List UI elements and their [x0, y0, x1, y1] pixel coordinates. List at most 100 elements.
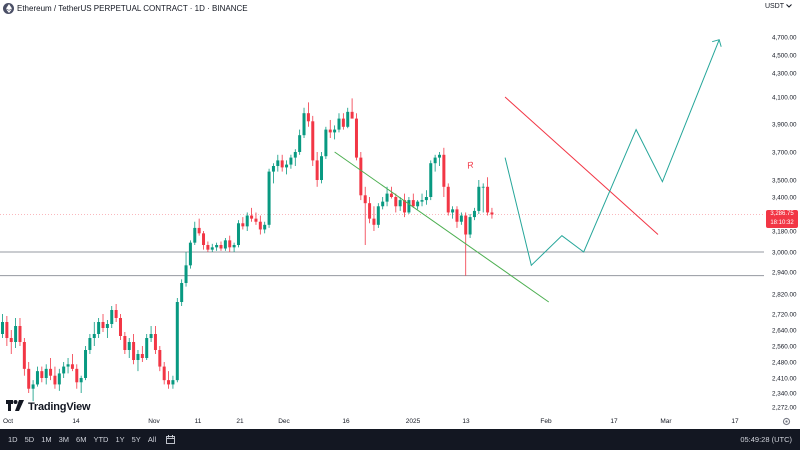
candle-body [403, 200, 407, 213]
resistance-label: R [466, 159, 475, 170]
timeframe-1y-button[interactable]: 1Y [115, 435, 125, 444]
price-tick-label: 4,100.00 [772, 95, 797, 102]
timeframe-ytd-button[interactable]: YTD [93, 435, 109, 444]
candle-body [167, 380, 171, 385]
candle-body [136, 354, 140, 360]
symbol-title[interactable]: Ethereum / TetherUS PERPETUAL CONTRACT ·… [17, 3, 248, 13]
candle-body [328, 129, 332, 133]
timeframe-3m-button[interactable]: 3M [58, 435, 70, 444]
candle-body [153, 334, 157, 350]
candle-body [145, 338, 149, 358]
candle-body [44, 368, 48, 378]
price-tick-label: 3,500.00 [772, 178, 797, 185]
candle-body [40, 371, 44, 378]
candle-body [206, 245, 210, 250]
time-tick-label: 17 [610, 418, 618, 425]
candle-body [97, 322, 101, 334]
candle-body [31, 384, 35, 389]
candle-body [105, 324, 109, 328]
timeframe-all-button[interactable]: All [147, 435, 157, 444]
candle-body [271, 166, 275, 172]
candle-body [320, 156, 324, 180]
candle-body [27, 368, 31, 389]
time-tick-label: 14 [72, 418, 80, 425]
candle-body [302, 113, 306, 136]
currency-selector[interactable]: USDT [765, 3, 792, 10]
candle-body [267, 171, 271, 225]
price-tick-label: 3,180.00 [772, 229, 797, 236]
candle-body [175, 302, 179, 381]
candle-body [92, 334, 96, 338]
timeframe-6m-button[interactable]: 6M [76, 435, 87, 444]
price-tick-label: 2,480.00 [772, 360, 797, 367]
candle-body [66, 364, 70, 367]
timeframe-5y-button[interactable]: 5Y [131, 435, 141, 444]
ethereum-icon [3, 2, 14, 14]
timeframe-1d-button[interactable]: 1D [8, 435, 18, 444]
candle-body [236, 223, 240, 245]
candle-body [394, 197, 398, 207]
candle-body [337, 118, 341, 130]
calendar-icon[interactable] [166, 435, 176, 444]
candle-countdown: 18:10:32 [770, 219, 794, 226]
trend-drawings: R [334, 39, 722, 303]
candle-body [407, 200, 411, 213]
candle-body [215, 245, 219, 248]
candle-body [298, 135, 302, 152]
price-tick-label: 4,700.00 [772, 35, 797, 42]
candle-body [123, 336, 127, 350]
candle-body [75, 368, 79, 383]
candle-body [389, 193, 393, 197]
time-tick-label: Feb [540, 418, 552, 425]
candle-body [158, 350, 162, 367]
timeframe-1m-button[interactable]: 1M [41, 435, 52, 444]
candle-body [350, 111, 354, 119]
candle-body [363, 195, 367, 204]
candle-body [188, 242, 192, 266]
support-trendline [334, 151, 550, 303]
candle-body [14, 326, 18, 342]
candle-body [197, 227, 201, 234]
candle-body [219, 245, 223, 249]
price-tick-label: 3,900.00 [772, 122, 797, 129]
candle-body [149, 334, 153, 338]
candle-body [424, 197, 428, 201]
candle-body [481, 186, 485, 188]
candle-body [446, 186, 450, 213]
candle-body [232, 245, 236, 248]
utc-clock[interactable]: 05:49:28 (UTC) [740, 435, 792, 444]
tradingview-logo[interactable]: TradingView [6, 398, 91, 416]
time-tick-label: 13 [462, 418, 470, 425]
candle-body [140, 354, 144, 358]
candle-body [250, 215, 254, 219]
time-tick-label: 2025 [406, 418, 421, 425]
timeframe-5d-button[interactable]: 5D [24, 435, 35, 444]
candle-body [333, 129, 337, 133]
tradingview-logo-text: TradingView [28, 401, 91, 413]
candlestick-series [1, 98, 494, 402]
candle-body [88, 338, 92, 350]
tradingview-logo-icon [6, 398, 24, 416]
candle-body [280, 160, 284, 168]
candle-body [420, 200, 424, 202]
price-tick-label: 4,500.00 [772, 53, 797, 60]
candle-body [9, 338, 13, 342]
candle-body [110, 310, 114, 324]
price-tick-label: 4,300.00 [772, 71, 797, 78]
candle-body [438, 154, 441, 158]
price-tick-label: 2,560.00 [772, 344, 797, 351]
candle-body [5, 322, 9, 338]
time-tick-label: 21 [236, 418, 244, 425]
price-tick-label: 3,000.00 [772, 250, 797, 257]
candle-body [202, 233, 206, 245]
time-tick-label: Nov [148, 418, 160, 425]
price-tick-label: 2,410.00 [772, 376, 797, 383]
candle-body [433, 157, 437, 164]
gear-icon[interactable] [782, 417, 791, 426]
candle-body [263, 224, 267, 230]
chevron-down-icon [786, 3, 792, 10]
horizontal-levels [0, 214, 764, 277]
current-price-value: 3,286.75 [770, 210, 794, 217]
candle-body [184, 265, 188, 283]
